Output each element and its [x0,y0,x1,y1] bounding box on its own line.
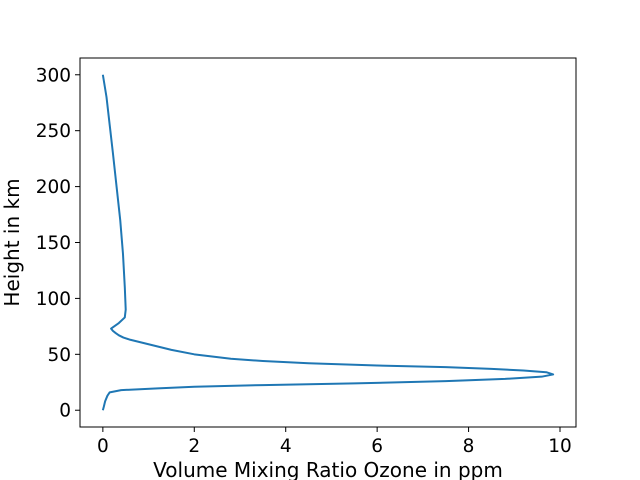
x-tick-label: 2 [188,436,200,457]
x-tick-label: 8 [463,436,475,457]
y-tick-label: 100 [36,289,71,310]
y-tick-label: 150 [36,233,71,254]
y-tick-label: 50 [47,345,71,366]
plot-area-frame [79,57,577,428]
y-tick-label: 300 [36,65,71,86]
x-tick-label: 6 [371,436,383,457]
x-axis-ticks: 0 2 4 6 8 10 [97,427,572,457]
x-tick-label: 0 [97,436,109,457]
x-axis-label: Volume Mixing Ratio Ozone in ppm [153,458,503,480]
y-axis-label: Height in km [0,178,24,306]
y-axis-ticks: 0 50 100 150 200 250 300 [36,65,80,422]
ozone-series-line [101,74,555,411]
y-tick-label: 200 [36,177,71,198]
y-tick-label: 0 [59,401,71,422]
x-tick-label: 4 [280,436,292,457]
x-tick-label: 10 [548,436,572,457]
y-tick-label: 250 [36,121,71,142]
